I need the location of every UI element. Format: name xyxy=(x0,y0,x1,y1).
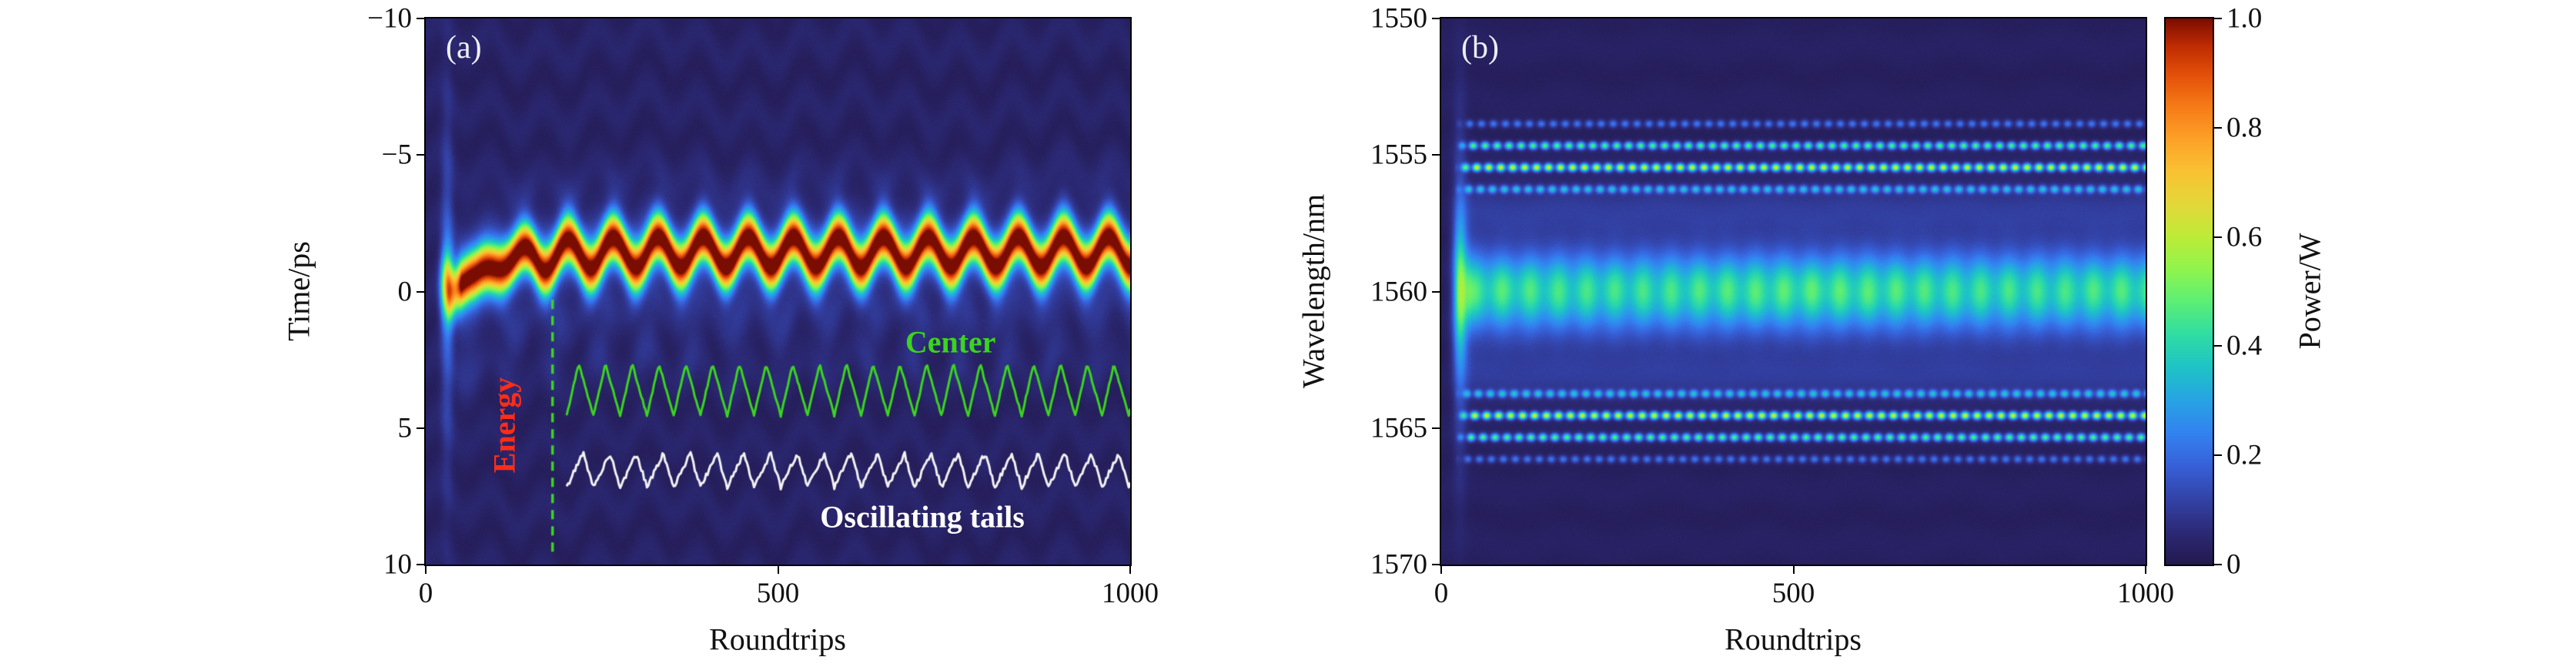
colorbar-tick-label: 0.8 xyxy=(2226,112,2263,144)
panel-a-tag: (a) xyxy=(446,30,482,65)
panel-a-y-tick-label: 10 xyxy=(383,548,412,581)
colorbar-tick-mark xyxy=(2213,126,2222,129)
panel-b-plot: (b) 0 500 1000 1550 1555 1560 1565 1570 xyxy=(1370,3,2174,610)
panel-a-overlay: Energy Center Oscillating tails xyxy=(426,18,1130,565)
panel-a-y-tick-mark xyxy=(417,564,426,565)
colorbar-tick-label: 0.4 xyxy=(2226,330,2263,362)
panel-b-x-axis-label: Roundtrips xyxy=(1725,622,1862,657)
colorbar-label: Power/W xyxy=(2292,233,2327,350)
panel-b-y-tick-label: 1550 xyxy=(1370,2,1427,35)
panel-b-tag: (b) xyxy=(1461,30,1499,65)
panel-a-y-tick-mark xyxy=(417,154,426,156)
panel-a-x-tick-label: 1000 xyxy=(1102,578,1159,609)
panel-b-x-tick-label: 500 xyxy=(1771,578,1815,609)
panel-b-y-tick-mark xyxy=(1432,427,1441,429)
panel-a-y-tick-mark xyxy=(417,427,426,429)
colorbar-tick-mark xyxy=(2213,18,2222,19)
colorbar-tick-mark xyxy=(2213,564,2222,565)
panel-b-y-tick-mark xyxy=(1432,564,1441,565)
panel-a-y-tick-mark xyxy=(417,290,426,293)
panel-b-y-axis-label: Wavelength/nm xyxy=(1296,193,1331,389)
panel-b-y-tick-label: 1555 xyxy=(1370,139,1427,171)
panel-a-y-tick-mark xyxy=(417,18,426,19)
energy-label: Energy xyxy=(487,377,522,474)
panel-b-x-tick-mark xyxy=(1440,565,1442,574)
panel-a-heatmap xyxy=(426,18,1130,565)
panel-b-x-tick-mark xyxy=(2145,565,2146,574)
panel-a-x-axis-label: Roundtrips xyxy=(709,622,846,657)
panel-a-y-tick-label: 0 xyxy=(397,276,413,307)
colorbar-tick-mark xyxy=(2213,454,2222,457)
colorbar-tick-label: 0 xyxy=(2226,548,2241,581)
panel-b-y-tick-label: 1560 xyxy=(1370,276,1427,307)
panel-a-y-axis-label: Time/ps xyxy=(281,241,316,341)
center-label: Center xyxy=(905,324,996,360)
tails-label: Oscillating tails xyxy=(820,499,1025,535)
colorbar-tick-label: 0.2 xyxy=(2226,439,2263,471)
panel-b-y-tick-label: 1565 xyxy=(1370,412,1427,444)
panel-b-y-tick-mark xyxy=(1432,18,1441,19)
panel-a-y-tick-label: −10 xyxy=(367,2,412,35)
panel-a-y-tick-label: −5 xyxy=(381,139,412,171)
colorbar: 0 0.2 0.4 0.6 0.8 1.0 xyxy=(2164,3,2262,581)
panel-a-x-tick-mark xyxy=(425,565,427,574)
panel-a-x-tick-label: 0 xyxy=(418,578,433,609)
panel-a-x-tick-mark xyxy=(1129,565,1131,574)
colorbar-tick-label: 1.0 xyxy=(2226,2,2263,35)
panel-b-x-tick-label: 1000 xyxy=(2117,578,2174,609)
panel-b-heatmap xyxy=(1441,18,2146,565)
colorbar-tick-label: 0.6 xyxy=(2226,221,2263,253)
panel-b-y-tick-mark xyxy=(1432,154,1441,156)
panel-b-x-tick-label: 0 xyxy=(1434,578,1449,609)
panel-a-x-tick-mark xyxy=(777,565,779,574)
colorbar-tick-mark xyxy=(2213,345,2222,347)
colorbar-gradient xyxy=(2166,18,2213,565)
panel-b-x-tick-mark xyxy=(1792,565,1795,574)
panel-a-x-tick-label: 500 xyxy=(756,578,800,609)
panel-b-y-tick-label: 1570 xyxy=(1370,548,1427,581)
colorbar-tick-mark xyxy=(2213,236,2222,238)
panel-a-y-tick-label: 5 xyxy=(397,412,413,444)
panel-a-plot: Energy Center Oscillating tails (a) 0 500 10… xyxy=(367,3,1159,610)
panel-b-y-tick-mark xyxy=(1432,290,1441,293)
